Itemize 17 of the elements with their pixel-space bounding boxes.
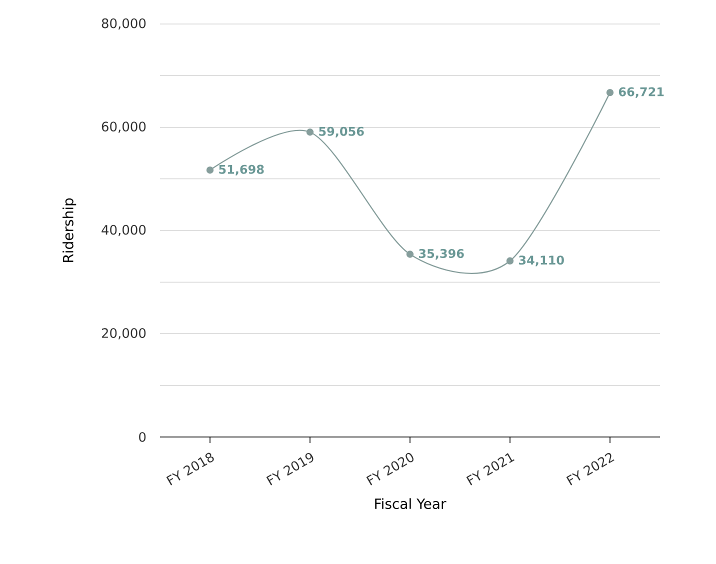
y-tick-label: 60,000 [102,122,146,133]
point [306,128,314,136]
y-tick-label: 20,000 [102,328,146,340]
point [506,257,514,264]
point [206,166,214,174]
y-tick-label: 0 [139,432,146,442]
y-tick-label: 80,000 [102,18,146,30]
point [406,250,414,258]
data-label: 34,110 [519,256,564,266]
point [606,88,614,96]
x-axis-title: Fiscal Year [375,498,446,510]
data-label: 51,698 [219,164,264,176]
data-label: 59,056 [319,126,364,138]
data-label: 35,396 [419,248,464,260]
y-tick-label: 40,000 [102,224,146,236]
y-axis-title: Ridership [62,198,76,262]
data-label: 66,721 [618,87,664,98]
